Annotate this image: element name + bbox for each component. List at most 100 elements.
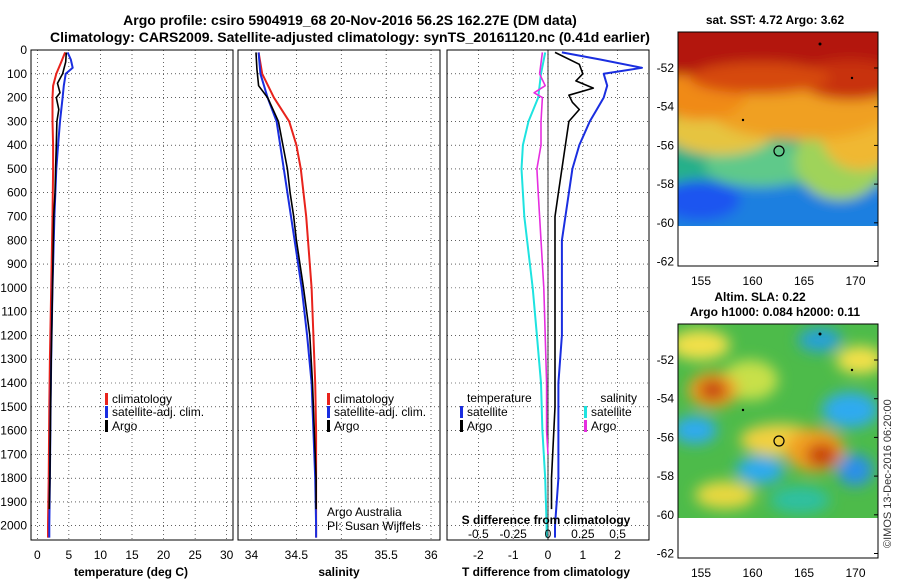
legend-swatch <box>327 420 330 432</box>
difference-grid <box>447 49 649 540</box>
x-tick-label: 35 <box>335 548 349 562</box>
legend-label: satellite <box>591 405 632 419</box>
x-tick-label: 10 <box>94 548 108 562</box>
series-line-climatology <box>257 52 318 538</box>
map-lat-label: -54 <box>657 392 675 406</box>
depth-tick-label: 0 <box>20 43 27 57</box>
map-lon-label: 170 <box>845 566 865 580</box>
salinity-panel: 34 34.5 35 35.5 36 climatologysatellite-adj.… <box>237 49 441 579</box>
series-line-temperature-satellite <box>554 51 643 538</box>
map-lon-label: 160 <box>742 274 762 288</box>
depth-tick-label: 900 <box>7 257 27 271</box>
imos-credit: ©IMOS 13-Dec-2016 06:20:00 <box>882 399 894 548</box>
salinity-plot-frame <box>237 49 441 541</box>
temperature-lines <box>47 51 74 538</box>
map-lon-label: 165 <box>794 566 814 580</box>
pi-note: PI: Susan Wijffels <box>327 519 421 533</box>
sst-island-dot <box>850 76 854 80</box>
sla-map-title-line2: Argo h1000: 0.084 h2000: 0.11 <box>690 305 860 319</box>
legend-label: Argo <box>467 419 493 433</box>
x-tick-label: 2 <box>614 548 621 562</box>
map-lat-label: -52 <box>657 61 675 75</box>
series-line-argo <box>48 52 68 510</box>
x-tick-label: 36 <box>424 548 438 562</box>
sst-field <box>678 32 878 226</box>
temperature-xlabel: temperature (deg C) <box>74 565 188 579</box>
argo-australia-note: Argo Australia <box>327 505 402 519</box>
legend-label: satellite-adj. clim. <box>112 405 204 419</box>
salinity-lines <box>255 52 318 538</box>
depth-tick-label: 100 <box>7 67 27 81</box>
temperature-panel: 0 5 10 15 20 25 300100200300400500600700800900… <box>0 43 233 579</box>
salinity-xlabel: salinity <box>318 565 360 579</box>
sla-island-dot <box>741 408 745 412</box>
depth-tick-label: 1400 <box>0 376 27 390</box>
legend-swatch <box>327 406 330 418</box>
depth-tick-label: 300 <box>7 114 27 128</box>
sla-island-dot <box>818 332 822 336</box>
legend-swatch <box>105 420 108 432</box>
legend-label: Argo <box>112 419 138 433</box>
legend-swatch <box>584 406 587 418</box>
map-lat-label: -56 <box>657 430 675 444</box>
figure-title-line2: Climatology: CARS2009. Satellite-adjuste… <box>50 29 650 45</box>
sst-land-blank <box>678 226 878 266</box>
depth-tick-label: 1600 <box>0 424 27 438</box>
depth-tick-label: 1000 <box>0 281 27 295</box>
map-lat-label: -60 <box>657 508 675 522</box>
depth-tick-label: 1300 <box>0 352 27 366</box>
s-difference-label: S difference from climatology <box>462 513 631 527</box>
sla-map: Altim. SLA: 0.22 Argo h1000: 0.084 h2000… <box>657 290 879 580</box>
sst-island-dot <box>741 118 745 122</box>
salinity-grid <box>238 49 440 540</box>
sla-field <box>678 328 878 514</box>
x-tick-label: 5 <box>66 548 73 562</box>
sla-map-ticks: -52 -54 -56 -58 -60 -62 155 160 165 170 <box>657 353 878 580</box>
legend-title-temperature: temperature <box>467 391 532 405</box>
difference-lines <box>520 51 643 538</box>
depth-tick-label: 1900 <box>0 495 27 509</box>
legend-swatch <box>460 420 463 432</box>
s-tick-label: -0.5 <box>468 527 489 541</box>
map-lat-label: -52 <box>657 353 675 367</box>
x-tick-label: 34 <box>245 548 259 562</box>
x-tick-label: 0 <box>545 548 552 562</box>
series-line-argo <box>255 52 317 510</box>
map-lat-label: -56 <box>657 138 675 152</box>
sst-map-frame <box>677 31 879 267</box>
depth-tick-label: 700 <box>7 210 27 224</box>
depth-tick-label: 400 <box>7 138 27 152</box>
map-lat-label: -54 <box>657 100 675 114</box>
difference-panel: -2 -1 0 1 2-0.5 -0.25 0 0.25 0.5 temperaturesate… <box>446 49 650 579</box>
s-tick-label: 0.5 <box>609 527 626 541</box>
map-lon-label: 155 <box>691 566 711 580</box>
sst-map-ticks: -52 -54 -56 -58 -60 -62 155 160 165 170 <box>657 61 878 288</box>
depth-tick-label: 800 <box>7 233 27 247</box>
x-tick-label: 34.5 <box>285 548 309 562</box>
legend-swatch <box>105 406 108 418</box>
depth-tick-label: 1500 <box>0 400 27 414</box>
sst-map: sat. SST: 4.72 Argo: 3.62 <box>657 13 879 288</box>
x-tick-label: 35.5 <box>374 548 398 562</box>
depth-tick-label: 1800 <box>0 471 27 485</box>
legend-swatch <box>460 406 463 418</box>
map-lat-label: -58 <box>657 177 675 191</box>
legend-swatch <box>327 393 330 405</box>
depth-tick-label: 1200 <box>0 328 27 342</box>
legend-title-salinity: salinity <box>600 391 637 405</box>
depth-tick-label: 2000 <box>0 519 27 533</box>
x-tick-label: -1 <box>508 548 519 562</box>
sla-map-frame <box>677 323 879 559</box>
legend-label: climatology <box>112 392 172 406</box>
series-line-temperature-argo <box>550 51 595 510</box>
t-difference-xlabel: T difference from climatology <box>462 565 630 579</box>
depth-tick-label: 1100 <box>1 305 27 319</box>
s-tick-label: 0 <box>545 527 552 541</box>
figure-title-line1: Argo profile: csiro 5904919_68 20-Nov-20… <box>123 12 577 28</box>
sst-map-title: sat. SST: 4.72 Argo: 3.62 <box>706 13 845 27</box>
x-tick-label: 25 <box>188 548 202 562</box>
legend-label: Argo <box>591 419 617 433</box>
sst-island-dot <box>818 42 822 46</box>
